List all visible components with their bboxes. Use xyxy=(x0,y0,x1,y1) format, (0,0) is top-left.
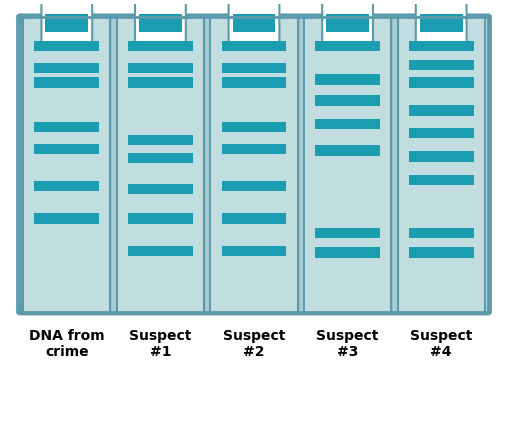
FancyBboxPatch shape xyxy=(135,0,186,46)
FancyBboxPatch shape xyxy=(229,0,279,46)
FancyBboxPatch shape xyxy=(322,0,373,46)
Bar xyxy=(409,40,473,51)
Text: Suspect
#2: Suspect #2 xyxy=(223,329,285,359)
Bar xyxy=(128,63,193,73)
Bar xyxy=(35,213,99,224)
Bar xyxy=(409,151,473,162)
Bar xyxy=(221,77,287,88)
Bar xyxy=(221,122,287,132)
Bar xyxy=(221,40,287,51)
Bar xyxy=(110,17,117,312)
Bar xyxy=(409,60,473,70)
Bar xyxy=(221,181,287,191)
Bar xyxy=(128,135,193,145)
Text: Suspect
#3: Suspect #3 xyxy=(316,329,379,359)
Bar xyxy=(128,40,193,51)
Bar xyxy=(221,144,287,154)
FancyBboxPatch shape xyxy=(17,15,490,314)
Bar xyxy=(315,40,380,51)
Bar xyxy=(35,63,99,73)
Bar xyxy=(128,184,193,194)
Bar xyxy=(210,17,298,312)
Bar xyxy=(221,63,287,73)
Bar xyxy=(315,74,380,85)
Bar xyxy=(315,95,380,106)
Bar xyxy=(23,17,110,312)
Bar xyxy=(409,175,473,185)
Bar xyxy=(409,128,473,138)
Text: DNA from
crime: DNA from crime xyxy=(29,329,105,359)
FancyBboxPatch shape xyxy=(416,0,466,46)
Bar xyxy=(315,247,380,258)
Bar xyxy=(315,145,380,156)
Bar xyxy=(35,144,99,154)
Text: Suspect
#4: Suspect #4 xyxy=(410,329,472,359)
Bar xyxy=(298,17,304,312)
Bar xyxy=(45,14,88,32)
Bar xyxy=(391,17,398,312)
Bar xyxy=(233,14,275,32)
Bar xyxy=(409,228,473,238)
Bar xyxy=(315,119,380,129)
Bar xyxy=(139,14,182,32)
Bar xyxy=(409,247,473,258)
Bar xyxy=(420,14,463,32)
Bar xyxy=(35,181,99,191)
Bar xyxy=(128,77,193,88)
Bar xyxy=(221,213,287,224)
Text: Suspect
#1: Suspect #1 xyxy=(129,329,192,359)
Bar xyxy=(409,105,473,116)
Bar xyxy=(326,14,369,32)
Bar xyxy=(35,122,99,132)
Bar xyxy=(128,213,193,224)
Bar xyxy=(117,17,204,312)
Bar xyxy=(204,17,210,312)
Bar xyxy=(35,77,99,88)
Bar xyxy=(315,228,380,238)
Bar xyxy=(128,246,193,256)
Bar xyxy=(35,40,99,51)
Bar xyxy=(398,17,485,312)
Bar xyxy=(128,153,193,163)
FancyBboxPatch shape xyxy=(42,0,92,46)
Bar xyxy=(304,17,391,312)
Bar xyxy=(221,246,287,256)
Bar xyxy=(409,77,473,88)
